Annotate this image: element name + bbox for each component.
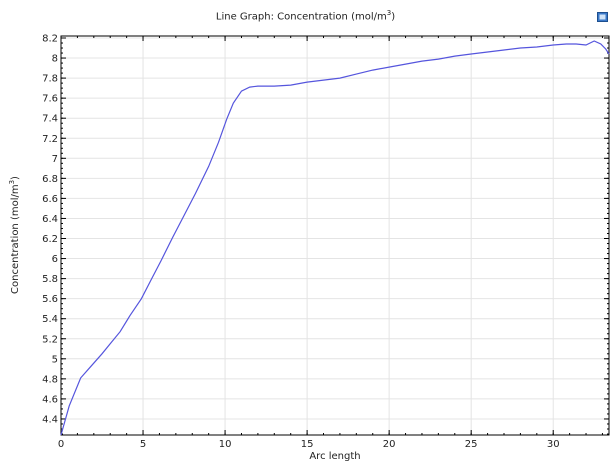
y-tick-label: 4.6 bbox=[42, 394, 58, 405]
chart-title-prefix: Line Graph: Concentration (mol/m bbox=[215, 11, 387, 23]
y-tick-label: 4.4 bbox=[42, 414, 58, 425]
axis-ticks bbox=[60, 36, 609, 435]
y-tick-label: 6.2 bbox=[42, 234, 58, 245]
y-tick-label: 5.4 bbox=[42, 314, 58, 325]
y-tick-label: 6.8 bbox=[42, 174, 58, 185]
y-axis-title-sup: 3 bbox=[8, 180, 16, 184]
x-tick-label: 5 bbox=[140, 439, 146, 450]
y-tick-label: 5.8 bbox=[42, 274, 58, 285]
y-tick-label: 5.2 bbox=[42, 334, 58, 345]
y-tick-label: 5 bbox=[52, 354, 58, 365]
y-tick-label: 4.8 bbox=[42, 374, 58, 385]
plot-area-frame bbox=[60, 35, 610, 436]
concentration-series-line bbox=[60, 40, 610, 436]
x-tick-label: 15 bbox=[301, 439, 314, 450]
y-axis-title-close: ) bbox=[10, 176, 21, 180]
y-tick-label: 5.6 bbox=[42, 294, 58, 305]
chart-title: Line Graph: Concentration (mol/m3) bbox=[0, 9, 611, 22]
y-tick-label: 7.4 bbox=[42, 114, 58, 125]
y-tick-labels: 4.4 4.6 4.8 5 5.2 5.4 5.6 5.8 6 6.2 6.4 6.6 6.8 7 7.2 7… bbox=[42, 34, 58, 426]
y-tick-label: 7.2 bbox=[42, 134, 58, 145]
y-tick-label: 7.8 bbox=[42, 74, 58, 85]
y-tick-label: 6.4 bbox=[42, 214, 58, 225]
y-tick-label: 7.6 bbox=[42, 94, 58, 105]
x-tick-labels: 0 5 10 15 20 25 30 bbox=[58, 439, 560, 450]
x-tick-label: 25 bbox=[465, 439, 478, 450]
chart-title-sup: 3 bbox=[386, 9, 392, 17]
y-tick-label: 8.2 bbox=[42, 34, 58, 45]
export-image-icon[interactable] bbox=[597, 12, 608, 22]
y-tick-label: 6.6 bbox=[42, 194, 58, 205]
y-axis-title-main: Concentration (mol/m bbox=[10, 184, 21, 294]
x-tick-label: 10 bbox=[219, 439, 232, 450]
gridlines bbox=[61, 36, 609, 435]
y-axis-title: Concentration (mol/m3) bbox=[8, 176, 21, 294]
y-tick-label: 7 bbox=[52, 154, 58, 165]
x-axis-title: Arc length bbox=[309, 451, 360, 462]
chart-title-suffix: ) bbox=[391, 11, 396, 23]
y-tick-label: 6 bbox=[52, 254, 58, 265]
x-tick-label: 0 bbox=[58, 439, 64, 450]
x-tick-label: 30 bbox=[547, 439, 560, 450]
x-tick-label: 20 bbox=[383, 439, 396, 450]
y-tick-label: 8 bbox=[52, 54, 58, 65]
export-image-icon-inner bbox=[599, 14, 606, 20]
